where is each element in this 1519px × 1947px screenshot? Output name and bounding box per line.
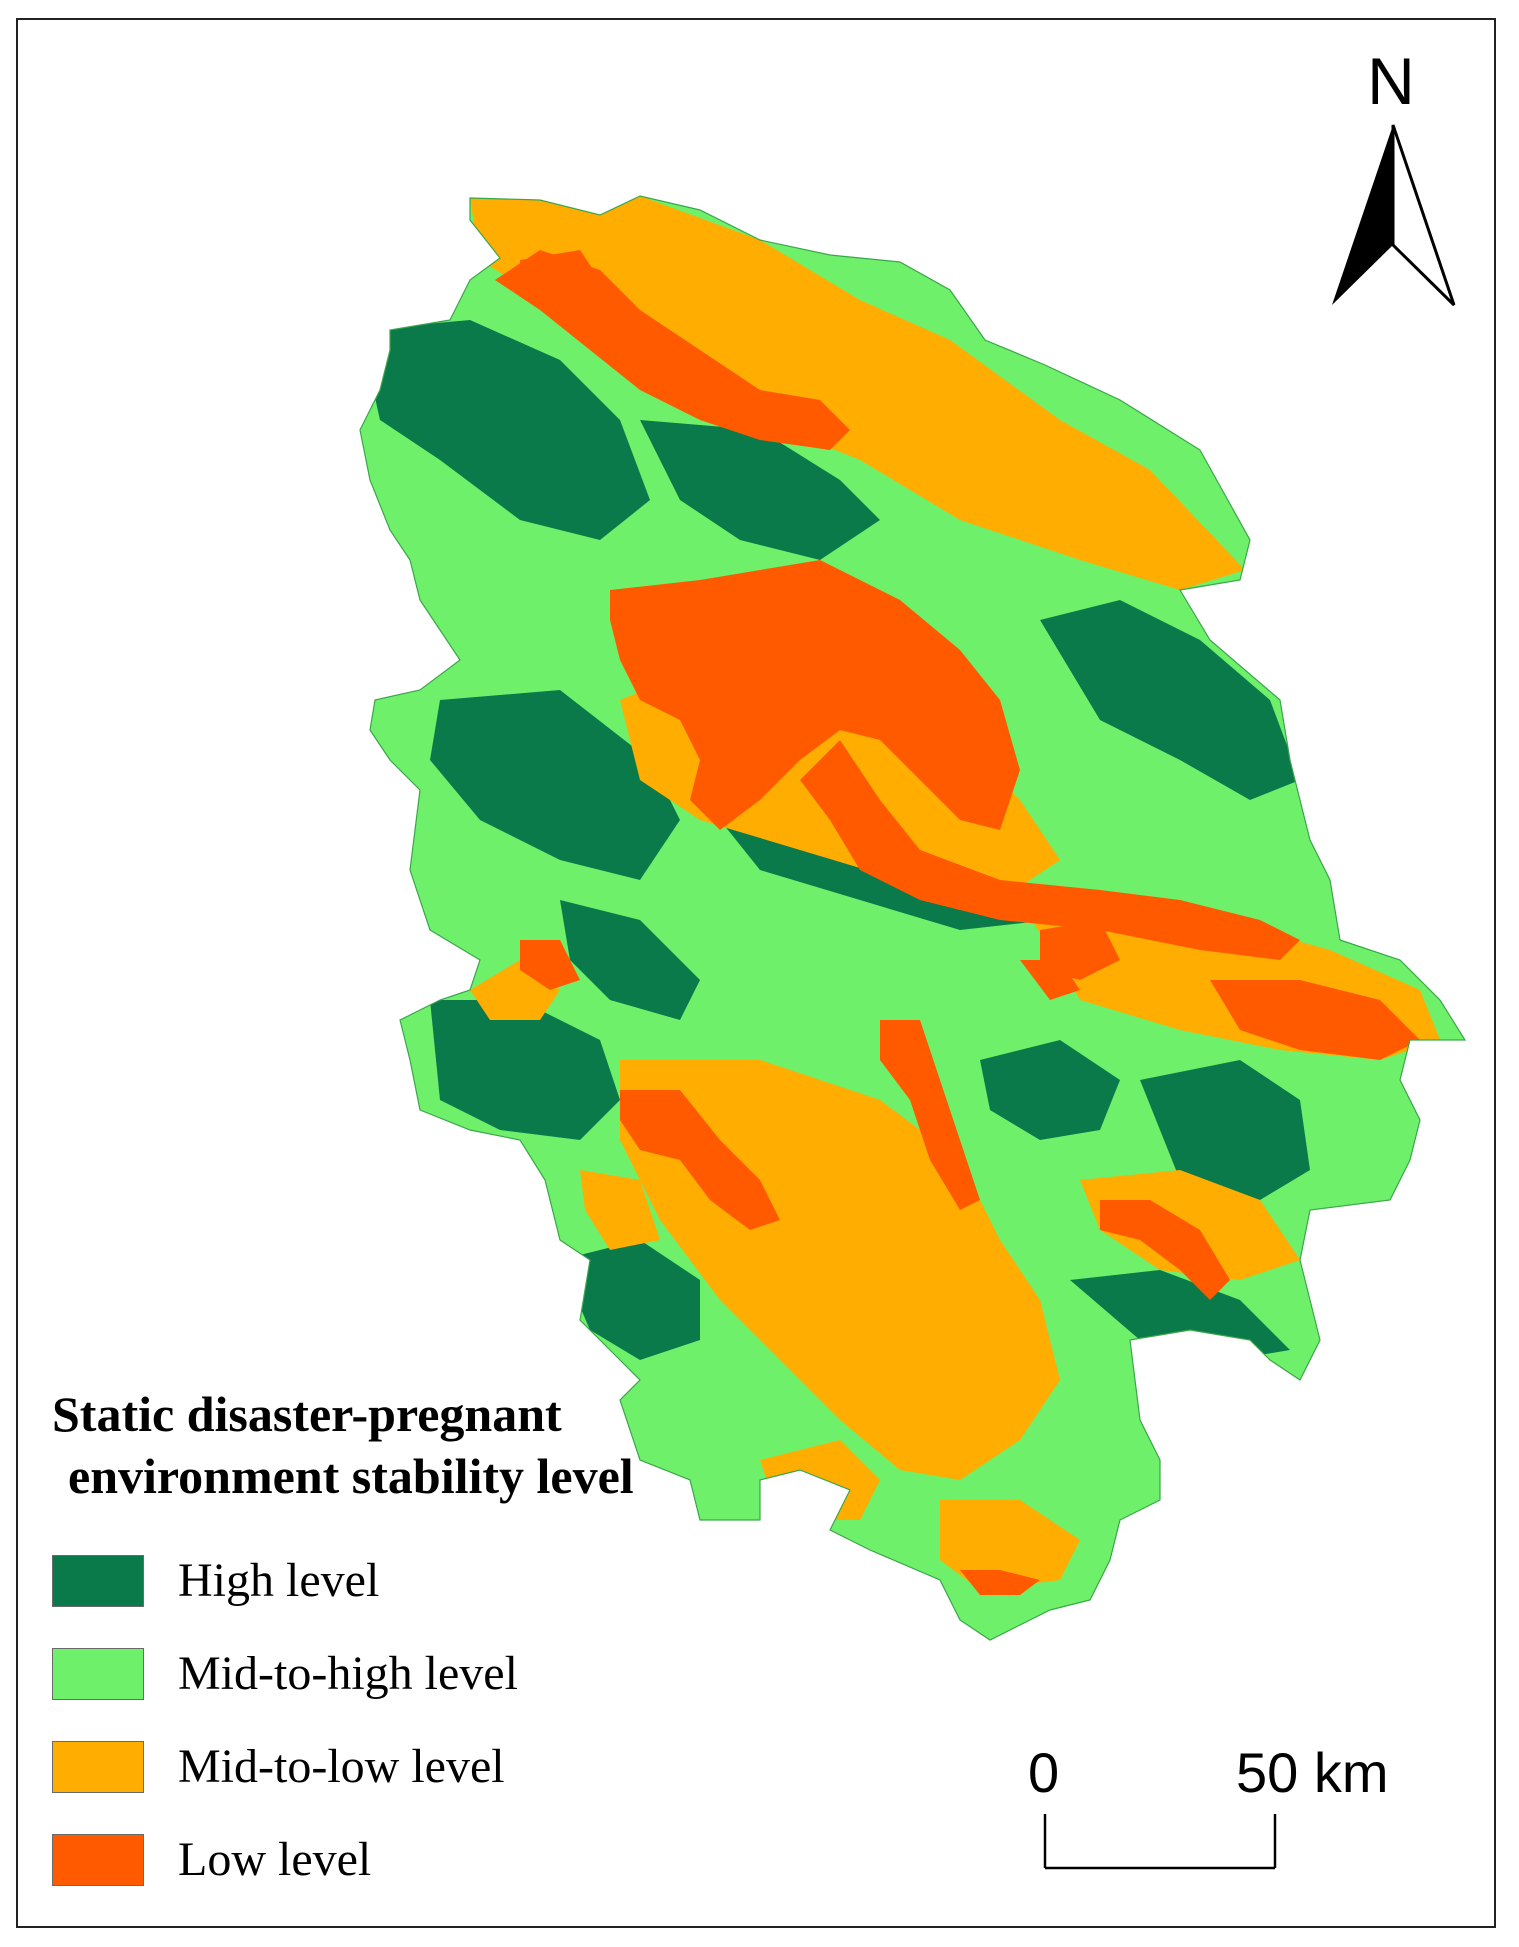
high-level-zones	[360, 320, 1310, 1430]
legend-title: Static disaster-pregnant environment sta…	[52, 1383, 812, 1507]
north-label: N	[1367, 44, 1415, 118]
legend-label-mid-to-low: Mid-to-low level	[178, 1740, 505, 1793]
legend-item-mid-to-low: Mid-to-low level	[52, 1740, 652, 1797]
legend-swatch-low	[52, 1834, 144, 1886]
legend-title-line1: Static disaster-pregnant	[52, 1386, 562, 1442]
legend-label-high: High level	[178, 1554, 380, 1607]
low-level-zones	[495, 250, 1420, 1595]
legend-title-line2: environment stability level	[68, 1448, 634, 1504]
legend-swatch-high	[52, 1555, 144, 1607]
scale-start-label: 0	[1028, 1741, 1060, 1804]
legend-swatch-mid-to-high	[52, 1648, 144, 1700]
north-arrow-icon	[1332, 124, 1456, 307]
legend-label-low: Low level	[178, 1833, 372, 1886]
scale-end-label: 50 km	[1236, 1741, 1389, 1804]
legend-item-low: Low level	[52, 1833, 652, 1890]
scale-bar	[1043, 1814, 1277, 1870]
legend-item-high: High level	[52, 1554, 652, 1611]
legend-label-mid-to-high: Mid-to-high level	[178, 1647, 518, 1700]
legend-swatch-mid-to-low	[52, 1741, 144, 1793]
legend-item-mid-to-high: Mid-to-high level	[52, 1647, 652, 1704]
